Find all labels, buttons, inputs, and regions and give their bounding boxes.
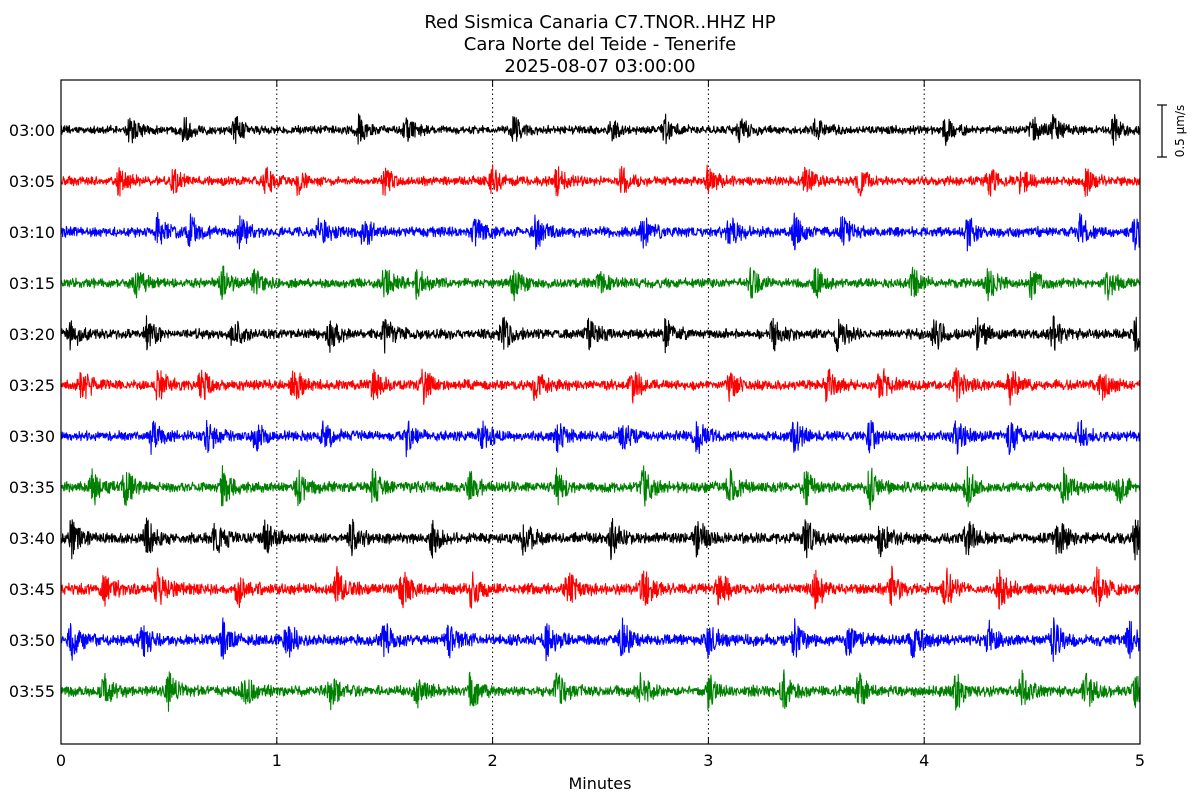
y-tick-label-0310: 03:10 (9, 223, 55, 242)
trace-0340 (60, 517, 1141, 561)
y-tick-label-0350: 03:50 (9, 631, 55, 650)
y-tick-labels: 03:00 03:05 03:10 03:15 03:20 03:25 03:30 03:35… (9, 121, 55, 701)
trace-0315 (60, 265, 1141, 302)
x-tick-label-4: 4 (919, 751, 929, 770)
trace-0355 (60, 669, 1141, 712)
x-tick-label-3: 3 (703, 751, 713, 770)
trace-0345 (60, 565, 1141, 610)
scale-bar-label: 0.5 μm/s (1173, 105, 1187, 158)
chart-title: Red Sismica Canaria C7.TNOR..HHZ HP Cara… (424, 12, 775, 77)
y-tick-label-0330: 03:30 (9, 427, 55, 446)
y-tick-label-0300: 03:00 (9, 121, 55, 140)
trace-0325 (60, 367, 1141, 406)
trace-0305 (60, 164, 1141, 197)
y-tick-label-0355: 03:55 (9, 682, 55, 701)
trace-0330 (60, 419, 1141, 458)
y-tick-label-0320: 03:20 (9, 325, 55, 344)
y-tick-label-0325: 03:25 (9, 376, 55, 395)
trace-0310 (60, 211, 1141, 252)
trace-0300 (60, 113, 1141, 146)
traces (60, 113, 1141, 712)
trace-0335 (60, 465, 1141, 511)
x-tick-label-1: 1 (272, 751, 282, 770)
title-line-2: Cara Norte del Teide - Tenerife (464, 34, 736, 55)
x-axis-label: Minutes (569, 774, 632, 793)
y-tick-label-0340: 03:40 (9, 529, 55, 548)
x-tick-label-0: 0 (56, 751, 66, 770)
y-tick-label-0345: 03:45 (9, 580, 55, 599)
x-ticks: 0 1 2 3 4 5 (56, 80, 1145, 770)
y-tick-label-0315: 03:15 (9, 274, 55, 293)
y-tick-label-0335: 03:35 (9, 478, 55, 497)
trace-0350 (60, 617, 1141, 662)
x-tick-label-2: 2 (488, 751, 498, 770)
x-tick-label-5: 5 (1135, 751, 1145, 770)
title-line-1: Red Sismica Canaria C7.TNOR..HHZ HP (424, 12, 775, 33)
scale-bar: 0.5 μm/s (1157, 104, 1187, 158)
y-tick-label-0305: 03:05 (9, 172, 55, 191)
plot-frame (60, 79, 1141, 745)
trace-0320 (60, 315, 1141, 354)
title-line-3: 2025-08-07 03:00:00 (504, 56, 695, 77)
